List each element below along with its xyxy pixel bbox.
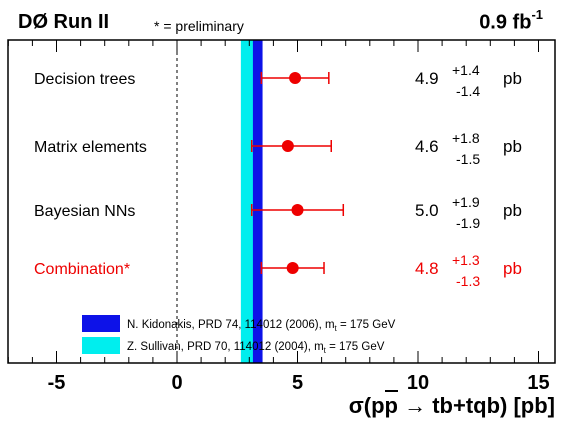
unit-label: pb bbox=[503, 137, 522, 156]
unit-label: pb bbox=[503, 69, 522, 88]
legend: N. Kidonakis, PRD 74, 114012 (2006), mt … bbox=[82, 315, 396, 355]
error-up-text: +1.8 bbox=[452, 130, 480, 146]
measurement-point bbox=[292, 204, 304, 216]
error-down-text: -1.9 bbox=[456, 215, 480, 231]
x-tick-label: 0 bbox=[171, 372, 182, 394]
measurement-row: Decision trees 4.9 +1.4 -1.4 pb bbox=[34, 62, 522, 99]
measurement-row: Combination* 4.8 +1.3 -1.3 pb bbox=[34, 252, 522, 289]
measurement-point bbox=[289, 72, 301, 84]
error-up-text: +1.9 bbox=[452, 194, 480, 210]
error-down-text: -1.3 bbox=[456, 273, 480, 289]
x-tick-label: 10 bbox=[407, 372, 429, 394]
error-down-text: -1.4 bbox=[456, 83, 480, 99]
measurement-value: 4.9 bbox=[415, 69, 439, 88]
legend-label: Z. Sullivan, PRD 70, 114012 (2004), mt =… bbox=[127, 341, 385, 355]
measurement-value: 5.0 bbox=[415, 201, 439, 220]
unit-label: pb bbox=[503, 259, 522, 278]
legend-entry: Z. Sullivan, PRD 70, 114012 (2004), mt =… bbox=[82, 337, 385, 355]
x-axis-label: σ(pp → tb+tqb) [pb] bbox=[349, 393, 555, 419]
luminosity-exponent: -1 bbox=[531, 7, 543, 22]
measurement-row: Bayesian NNs 5.0 +1.9 -1.9 pb bbox=[34, 194, 522, 231]
measurement-point bbox=[282, 140, 294, 152]
error-down-text: -1.5 bbox=[456, 151, 480, 167]
luminosity-label: 0.9 fb-1 bbox=[479, 9, 543, 35]
theory-band bbox=[253, 40, 263, 363]
legend-label: N. Kidonakis, PRD 74, 114012 (2006), mt … bbox=[127, 319, 396, 333]
legend-entry: N. Kidonakis, PRD 74, 114012 (2006), mt … bbox=[82, 315, 396, 333]
measurement-label: Decision trees bbox=[34, 71, 135, 88]
error-up-text: +1.4 bbox=[452, 62, 480, 78]
measurement-point bbox=[287, 262, 299, 274]
experiment-label: DØ Run II bbox=[18, 11, 109, 34]
theory-bands bbox=[241, 40, 263, 363]
measurement-value: 4.6 bbox=[415, 137, 439, 156]
measurement-value: 4.8 bbox=[415, 259, 439, 278]
measurement-row: Matrix elements 4.6 +1.8 -1.5 pb bbox=[34, 130, 522, 167]
x-tick-label: -5 bbox=[48, 372, 66, 394]
error-up-text: +1.3 bbox=[452, 252, 480, 268]
unit-label: pb bbox=[503, 201, 522, 220]
x-tick-label: 5 bbox=[292, 372, 303, 394]
measurement-label: Bayesian NNs bbox=[34, 203, 135, 220]
legend-swatch bbox=[82, 337, 120, 354]
antiproton-symbol: p bbox=[385, 393, 398, 418]
x-tick-label: 15 bbox=[527, 372, 549, 394]
measurement-label: Matrix elements bbox=[34, 139, 147, 156]
measurement-label: Combination* bbox=[34, 261, 130, 278]
preliminary-note: * = preliminary bbox=[154, 18, 244, 34]
luminosity-value: 0.9 fb bbox=[479, 12, 531, 34]
legend-swatch bbox=[82, 315, 120, 332]
